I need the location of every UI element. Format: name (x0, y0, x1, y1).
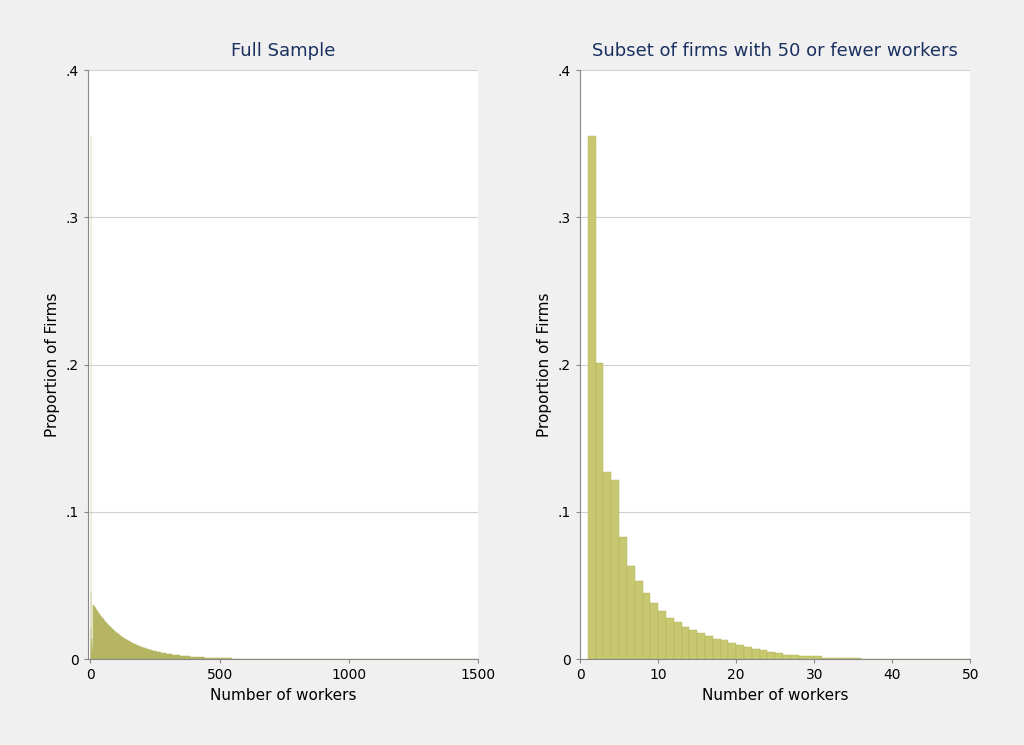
Bar (791, 655, 799, 659)
Bar (775, 653, 783, 659)
Bar (603, 472, 611, 659)
Bar (620, 537, 627, 659)
Bar (697, 633, 705, 659)
Title: Full Sample: Full Sample (230, 42, 335, 60)
Bar (682, 627, 689, 659)
Bar (689, 630, 697, 659)
Bar (853, 658, 861, 659)
Bar (829, 658, 838, 659)
Bar (635, 581, 642, 659)
Bar (642, 593, 650, 659)
Bar (627, 566, 635, 659)
Bar (838, 658, 846, 659)
Bar (760, 650, 767, 659)
Y-axis label: Proportion of Firms: Proportion of Firms (45, 292, 60, 437)
X-axis label: Number of workers: Number of workers (701, 688, 849, 703)
Bar (666, 618, 674, 659)
Bar (814, 656, 822, 659)
Bar (674, 622, 682, 659)
Bar (721, 640, 728, 659)
Bar (822, 658, 829, 659)
Bar (650, 603, 658, 659)
Bar (705, 635, 713, 659)
Bar (658, 611, 666, 659)
X-axis label: Number of workers: Number of workers (210, 688, 356, 703)
Bar (767, 652, 775, 659)
Y-axis label: Proportion of Firms: Proportion of Firms (538, 292, 552, 437)
Bar (846, 658, 853, 659)
Title: Subset of firms with 50 or fewer workers: Subset of firms with 50 or fewer workers (592, 42, 958, 60)
Bar (713, 638, 721, 659)
Bar (596, 363, 603, 659)
Bar (806, 656, 814, 659)
Bar (744, 647, 752, 659)
Bar (752, 649, 760, 659)
Bar (736, 644, 744, 659)
Bar (799, 656, 806, 659)
Bar (588, 136, 596, 659)
Bar (783, 655, 791, 659)
Bar (611, 480, 620, 659)
Bar (728, 643, 736, 659)
